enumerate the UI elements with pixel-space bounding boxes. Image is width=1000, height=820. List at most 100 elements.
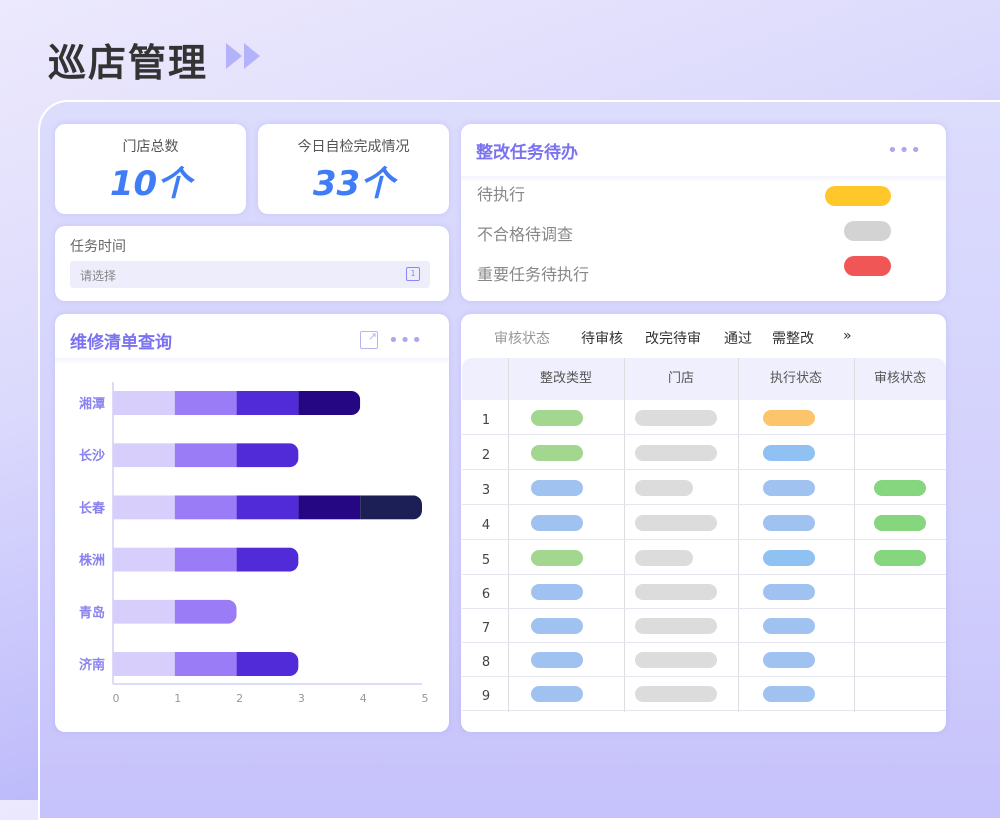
bar-segment[interactable] [298,391,361,415]
todo-title: 整改任务待办 [476,143,578,163]
bar-segment[interactable] [360,495,422,520]
table-row[interactable]: 5 [462,540,946,575]
exec-status-pill [763,514,815,531]
row-number: 9 [481,689,491,704]
bar-segment[interactable] [113,391,175,415]
calendar-icon[interactable]: 1 [406,267,420,281]
table-row[interactable]: 2 [462,435,946,470]
filter-passed[interactable]: 通过 [724,331,752,347]
audit-status-pill [874,514,926,531]
todo-label: 待执行 [477,185,526,204]
row-number: 1 [481,412,491,428]
x-tick-label: 4 [360,692,367,705]
row-number: 7 [481,621,491,636]
table-row[interactable]: 8 [462,643,946,677]
todo-pill[interactable] [844,221,891,241]
store-pill [635,479,693,496]
table-row[interactable]: 7 [462,609,946,643]
filter-fixed-pending[interactable]: 改完待审 [645,331,701,347]
exec-status-pill [763,652,815,668]
bar-长沙[interactable] [113,443,299,468]
x-tick-label: 5 [422,692,429,705]
column-header: 门店 [667,371,694,386]
bar-segment[interactable] [236,495,299,520]
exec-status-pill [763,584,815,600]
repair-title: 维修清单查询 [70,333,172,353]
y-tick-label: 济南 [79,657,105,673]
filter-needs-fix[interactable]: 需整改 [772,331,814,347]
share-export-icon[interactable]: ↗ [360,331,378,349]
kpi-store-total: 门店总数 10个 [55,124,246,214]
x-tick-label: 0 [113,692,120,705]
bar-segment[interactable] [113,443,175,468]
x-tick-label: 2 [236,692,243,705]
filter-pending[interactable]: 待审核 [581,331,623,347]
exec-status-pill [763,618,815,634]
table-row[interactable]: 4 [462,505,946,540]
row-number: 2 [481,447,491,463]
more-icon[interactable]: ••• [887,140,922,161]
bar-segment[interactable] [174,652,237,676]
filter-more-icon[interactable]: » [843,328,852,344]
todo-pill[interactable] [844,256,891,276]
bar-segment[interactable] [174,495,237,520]
exec-status-pill [763,549,815,566]
store-pill [635,549,693,566]
bar-segment[interactable] [174,443,237,468]
kpi-label: 今日自检完成情况 [297,139,410,155]
date-placeholder: 请选择 [80,269,117,283]
store-pill [635,584,717,600]
store-pill [635,618,717,634]
column-header: 整改类型 [539,371,592,386]
bar-segment[interactable] [174,391,237,415]
date-picker-input[interactable]: 请选择 1 [70,261,430,288]
bar-segment[interactable] [113,599,175,624]
bar-济南[interactable] [113,652,299,676]
column-header: 审核状态 [873,371,926,386]
type-pill [531,618,583,634]
row-number: 4 [481,517,491,533]
table-row[interactable]: 6 [462,575,946,609]
bar-株洲[interactable] [113,547,299,572]
bar-青岛[interactable] [113,599,237,624]
type-pill [531,584,583,600]
page-title: 巡店管理 [48,41,209,85]
y-tick-label: 株洲 [79,553,105,569]
bar-segment[interactable] [236,547,299,572]
type-pill [531,444,583,461]
exec-status-pill [763,686,815,702]
type-pill [531,652,583,668]
bar-segment[interactable] [236,443,299,468]
exec-status-pill [763,444,815,461]
bar-segment[interactable] [174,599,237,624]
todo-label: 不合格待调查 [477,225,574,244]
table-row[interactable]: 9 [462,677,946,711]
type-pill [531,549,583,566]
store-pill [635,652,717,668]
bar-segment[interactable] [113,652,175,676]
y-tick-label: 湘潭 [79,396,105,412]
table-row[interactable]: 3 [462,470,946,505]
bar-segment[interactable] [236,652,299,676]
bar-segment[interactable] [174,547,237,572]
bar-湘潭[interactable] [113,391,361,415]
x-tick-label: 3 [298,692,305,705]
todo-pill[interactable] [825,186,891,206]
kpi-value: 33个 [312,164,395,204]
bar-segment[interactable] [236,391,299,415]
bar-segment[interactable] [298,495,361,520]
audit-card: 审核状态 待审核 改完待审 通过 需整改 » 整改类型 门店 执行状态 审核状态… [461,314,946,732]
y-tick-label: 长沙 [79,448,105,464]
more-icon[interactable]: ••• [388,330,423,351]
bar-segment[interactable] [113,495,175,520]
type-pill [531,479,583,496]
task-time-label: 任务时间 [70,239,126,255]
task-time-card: 任务时间 请选择 1 [55,226,449,301]
repair-card: 维修清单查询 ↗ ••• 湘潭 长沙 长春 株洲 青岛 济南 0 1 2 3 4 5 [55,314,449,732]
audit-status-pill [874,549,926,566]
bar-segment[interactable] [113,547,175,572]
type-pill [531,409,583,426]
bar-长春[interactable] [113,495,422,520]
table-row[interactable]: 1 [462,400,946,435]
